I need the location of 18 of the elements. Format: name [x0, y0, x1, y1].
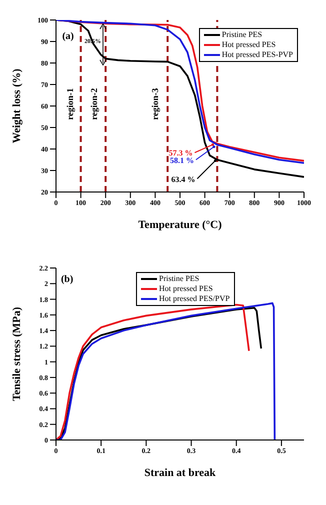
legend-label: Pristine PES	[159, 274, 200, 284]
legend-label: Hot pressed PES-PVP	[222, 50, 293, 60]
annotation: 63.4 %	[171, 174, 196, 184]
y-axis-title: Tensile stress (MPa)	[10, 306, 23, 402]
annotation: 57.3 %	[168, 148, 193, 158]
annotation: region-3	[150, 88, 160, 120]
legend-label: Pristine PES	[222, 30, 262, 40]
x-axis-title: Strain at break	[144, 467, 217, 479]
annotation: region-1	[64, 88, 75, 120]
legend-label: Hot pressed PES	[159, 284, 213, 294]
annotation: (a)	[62, 31, 74, 42]
y-axis-title: Weight loss (%)	[10, 68, 23, 144]
legend-label: Hot pressed PES/PVP	[159, 294, 230, 304]
annotation: (b)	[60, 274, 74, 285]
legend-label: Hot pressed PES	[222, 40, 276, 50]
annotation: region-2	[89, 88, 100, 120]
annotation: 58.1 %	[170, 156, 194, 165]
x-axis-title: Temperature (°C)	[138, 219, 222, 231]
